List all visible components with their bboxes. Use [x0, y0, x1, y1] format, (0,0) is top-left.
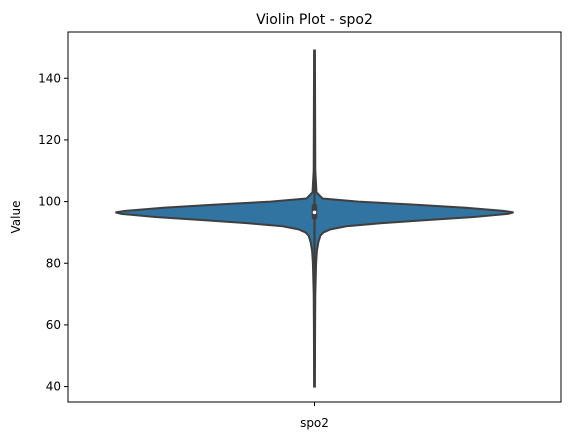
violin-median-point [312, 210, 317, 215]
y-axis-ticks: 40 60 80 100 120 140 [38, 71, 68, 394]
x-tick-label: spo2 [300, 416, 329, 430]
y-tick-label: 100 [38, 195, 61, 209]
chart-title: Violin Plot - spo2 [256, 12, 373, 28]
y-axis-label: Value [9, 201, 23, 234]
y-tick-label: 140 [38, 71, 61, 85]
violin-layer [115, 49, 514, 388]
y-tick-label: 120 [38, 133, 61, 147]
y-tick-label: 80 [46, 256, 61, 270]
x-axis-ticks: spo2 [300, 402, 329, 430]
y-tick-label: 40 [46, 380, 61, 394]
y-tick-label: 60 [46, 318, 61, 332]
